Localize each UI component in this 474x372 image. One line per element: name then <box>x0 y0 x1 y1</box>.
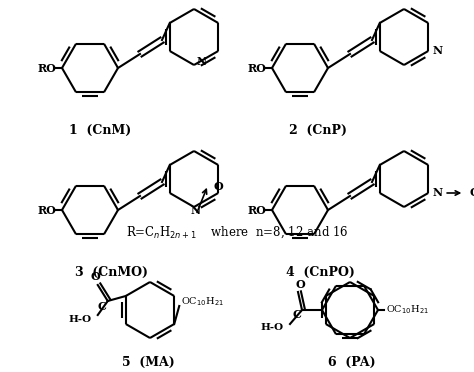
Text: N: N <box>432 45 442 55</box>
Text: C: C <box>292 310 301 321</box>
Text: N: N <box>191 205 201 216</box>
Text: OC$_{10}$H$_{21}$: OC$_{10}$H$_{21}$ <box>181 296 224 308</box>
Text: 4  (CnPO): 4 (CnPO) <box>285 266 355 279</box>
Text: RO: RO <box>247 62 266 74</box>
Text: 2  (CnP): 2 (CnP) <box>289 124 347 137</box>
Text: O: O <box>91 272 100 282</box>
Text: H-O: H-O <box>69 314 92 324</box>
Text: OC$_{10}$H$_{21}$: OC$_{10}$H$_{21}$ <box>386 304 429 317</box>
Text: RO: RO <box>37 205 56 215</box>
Text: 3  (CnMO): 3 (CnMO) <box>75 266 148 279</box>
Text: N: N <box>432 187 442 199</box>
Text: H-O: H-O <box>261 324 284 333</box>
Text: C: C <box>98 301 107 311</box>
Text: RO: RO <box>247 205 266 215</box>
Text: N: N <box>197 56 207 67</box>
Text: O: O <box>295 279 305 289</box>
Text: 1  (CnM): 1 (CnM) <box>69 124 131 137</box>
Text: 5  (MA): 5 (MA) <box>122 356 174 369</box>
Text: O: O <box>469 187 474 199</box>
Text: R=C$_n$H$_{2n+1}$    where  n=8, 12 and 16: R=C$_n$H$_{2n+1}$ where n=8, 12 and 16 <box>126 224 348 240</box>
Text: RO: RO <box>37 62 56 74</box>
Text: O: O <box>214 182 224 192</box>
Text: 6  (PA): 6 (PA) <box>328 356 376 369</box>
